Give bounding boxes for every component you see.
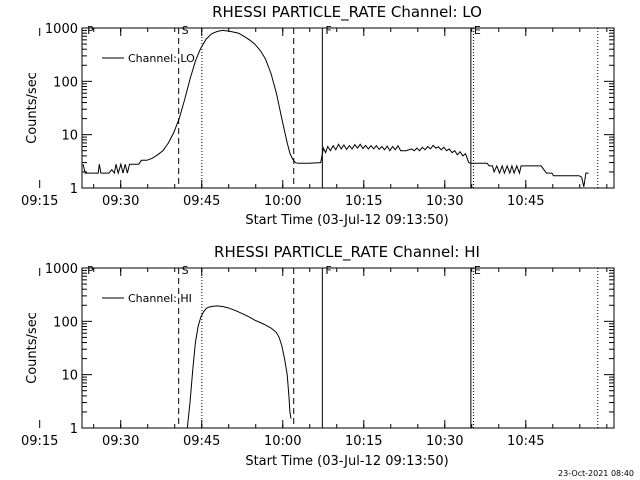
series-line — [82, 29, 589, 188]
y-tick-label: 1000 — [45, 22, 78, 37]
event-marker-label: P — [87, 24, 94, 37]
chart-title: RHESSI PARTICLE_RATE Channel: HI — [214, 243, 480, 262]
event-marker-label: E — [474, 24, 481, 37]
y-tick-label: 100 — [53, 315, 78, 330]
plot-frame — [81, 27, 615, 189]
panel-lo: RHESSI PARTICLE_RATE Channel: LO Counts/… — [21, 3, 615, 228]
footer-date: 23-Oct-2021 08:40 — [558, 469, 634, 478]
x-axis-label: Start Time (03-Jul-12 09:13:50) — [245, 454, 448, 469]
legend-label: Channel: HI — [128, 292, 192, 305]
x-tick-label: 09:45 — [183, 434, 220, 449]
event-marker-label: F — [325, 264, 331, 277]
x-axis-label: Start Time (03-Jul-12 09:13:50) — [245, 213, 448, 228]
event-marker-label: E — [474, 264, 481, 277]
event-marker-label: S — [182, 24, 189, 37]
x-tick-label: 09:30 — [102, 434, 139, 449]
x-tick-label: 10:15 — [345, 434, 382, 449]
event-marker-label: P — [87, 264, 94, 277]
event-marker-label: F — [325, 24, 331, 37]
x-tick-label: 10:00 — [264, 194, 301, 209]
x-tick-label: 10:45 — [507, 434, 544, 449]
x-tick-label: 09:15 — [21, 434, 58, 449]
y-tick-label: 1 — [70, 422, 78, 437]
y-tick-label: 100 — [53, 75, 78, 90]
panel-hi: RHESSI PARTICLE_RATE Channel: HI Counts/… — [21, 243, 615, 469]
x-tick-label: 10:30 — [426, 194, 463, 209]
y-tick-label: 10 — [61, 129, 78, 144]
plot-area-lo: 09:15 09:30 09:45 10:00 10:15 10:30 10:45 1 10 10… — [21, 22, 615, 209]
x-tick-label: 09:45 — [183, 194, 220, 209]
x-tick-label: 10:00 — [264, 434, 301, 449]
series-line — [186, 305, 292, 429]
y-axis-label: Counts/sec — [25, 72, 40, 144]
x-tick-label: 09:15 — [21, 194, 58, 209]
x-tick-label: 10:15 — [345, 194, 382, 209]
y-tick-label: 1000 — [45, 262, 78, 277]
y-tick-label: 1 — [70, 182, 78, 197]
plot-area-hi: 09:15 09:30 09:45 10:00 10:15 10:30 10:45 1 10 10… — [21, 262, 615, 449]
event-marker-label: S — [182, 264, 189, 277]
y-axis-label: Counts/sec — [25, 312, 40, 384]
x-tick-label: 09:30 — [102, 194, 139, 209]
chart-title: RHESSI PARTICLE_RATE Channel: LO — [212, 3, 482, 22]
plot-frame — [81, 267, 615, 429]
x-tick-label: 10:30 — [426, 434, 463, 449]
legend-label: Channel: LO — [128, 52, 195, 65]
x-tick-label: 10:45 — [507, 194, 544, 209]
y-tick-label: 10 — [61, 369, 78, 384]
